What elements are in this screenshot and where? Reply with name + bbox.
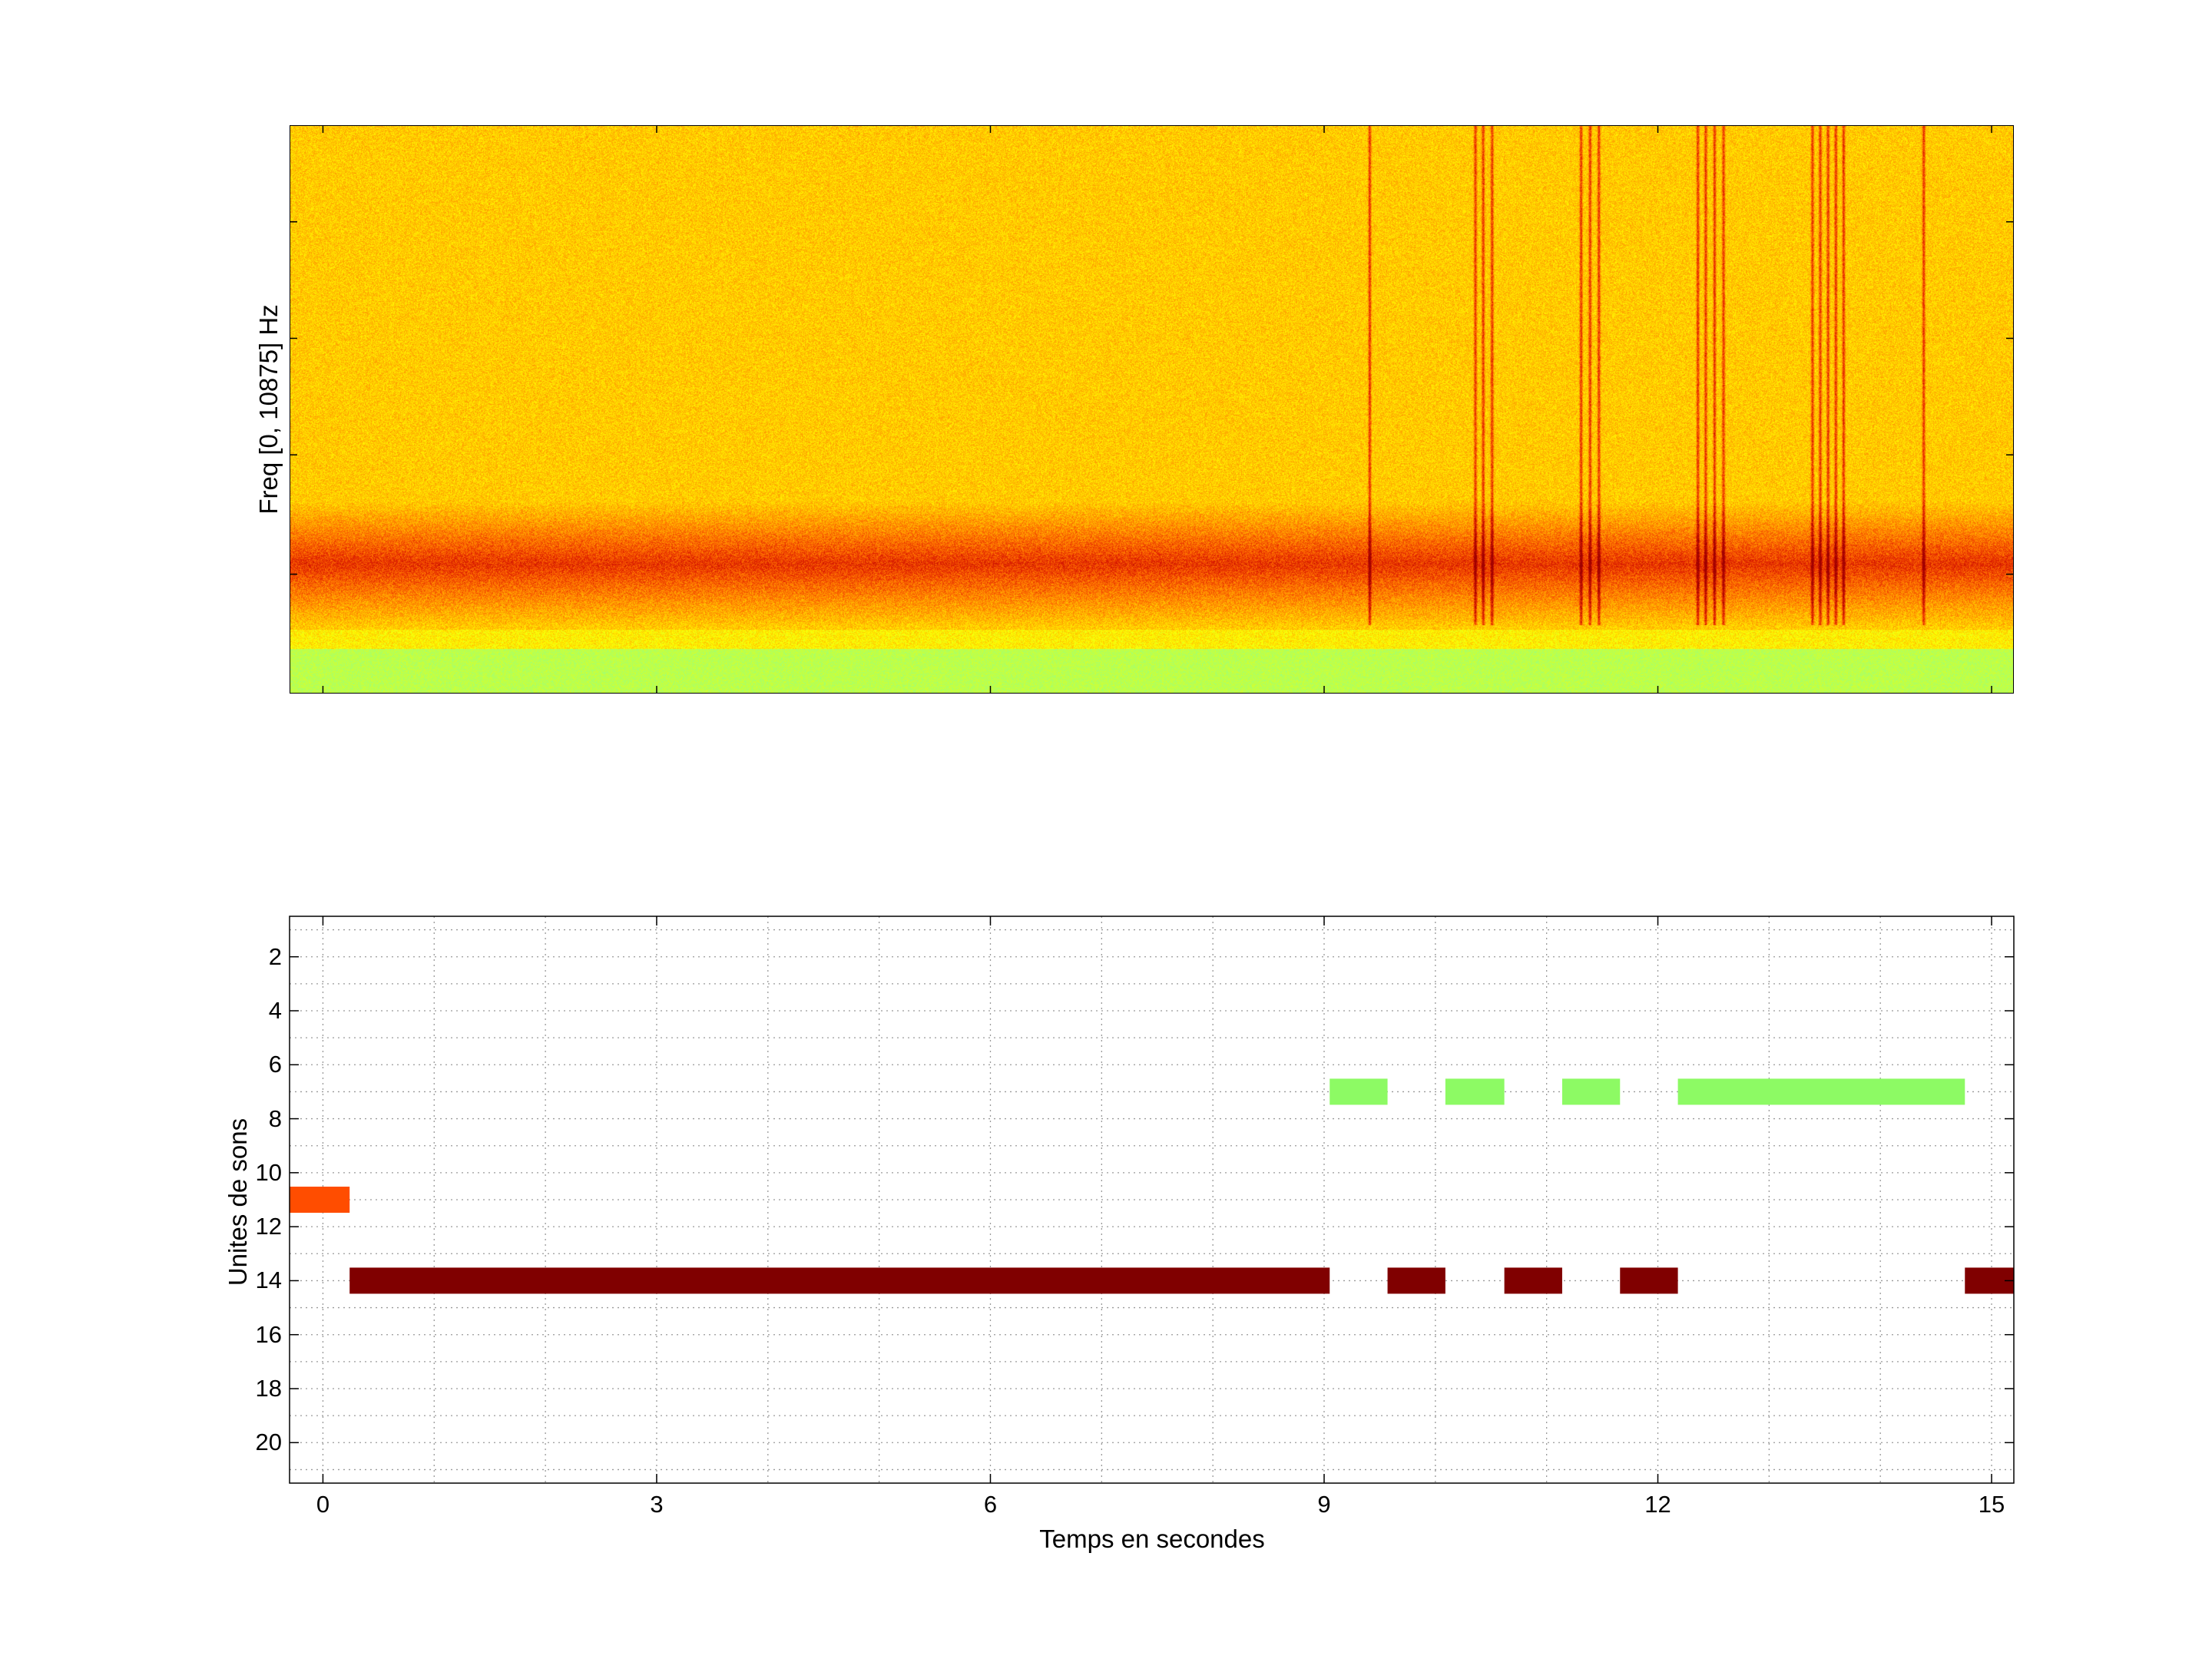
units-xlabel: Temps en secondes xyxy=(1039,1525,1265,1553)
units-ytick-label: 4 xyxy=(268,997,282,1024)
units-ytick-label: 6 xyxy=(268,1051,282,1078)
sound-unit-14-segment xyxy=(349,1267,1330,1294)
units-xtick-label: 3 xyxy=(650,1491,664,1518)
units-ytick-label: 18 xyxy=(255,1375,282,1402)
sound-unit-14-segment xyxy=(1620,1267,1678,1294)
units-xtick-label: 0 xyxy=(316,1491,330,1518)
sound-unit-11-segment xyxy=(290,1187,350,1213)
units-ytick-label: 2 xyxy=(268,942,282,970)
units-xtick-label: 9 xyxy=(1317,1491,1331,1518)
units-ytick-label: 10 xyxy=(255,1158,282,1186)
sound-unit-7-segment xyxy=(1330,1078,1388,1105)
units-ytick-label: 8 xyxy=(268,1104,282,1132)
units-ytick-label: 16 xyxy=(255,1320,282,1348)
units-xtick-label: 6 xyxy=(983,1491,998,1518)
sound-unit-7-segment xyxy=(1561,1078,1621,1105)
sound-unit-7-segment xyxy=(1445,1078,1505,1105)
spectrogram-image xyxy=(290,126,2013,693)
units-ytick-label: 14 xyxy=(255,1267,282,1294)
sound-unit-14-segment xyxy=(1504,1267,1562,1294)
units-xtick-label: 12 xyxy=(1644,1491,1671,1518)
units-ylabel: Unites de sons xyxy=(224,1118,252,1286)
units-plot-frame xyxy=(289,916,2015,1484)
sound-unit-14-segment xyxy=(1387,1267,1445,1294)
units-xtick-label: 15 xyxy=(1978,1491,2005,1518)
spectrogram-panel xyxy=(290,125,2014,694)
units-ytick-label: 12 xyxy=(255,1213,282,1240)
sound-unit-7-segment xyxy=(1677,1078,1965,1105)
units-ytick-label: 20 xyxy=(255,1429,282,1456)
